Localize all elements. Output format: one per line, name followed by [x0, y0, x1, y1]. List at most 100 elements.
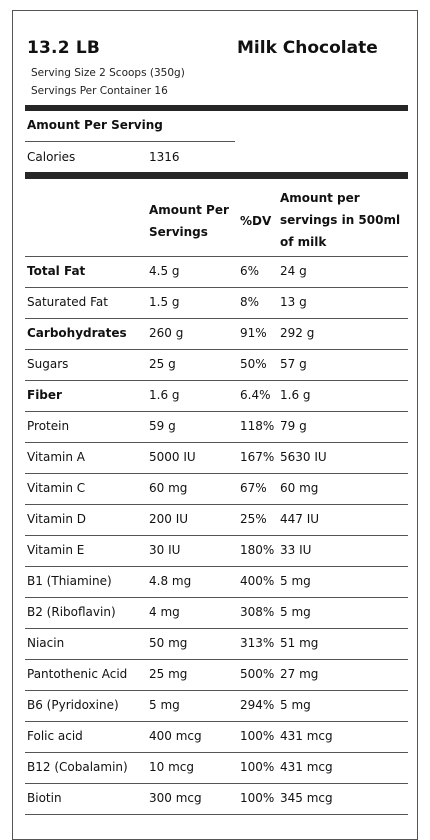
nutrient-amount: 300 mcg: [149, 791, 202, 805]
nutrient-milk-amount: 5 mg: [280, 698, 311, 712]
nutrient-name: Vitamin A: [27, 450, 85, 464]
table-row: Folic acid 400 mcg 100% 431 mcg: [25, 722, 408, 753]
nutrient-amount: 200 IU: [149, 512, 189, 526]
table-row: B2 (Riboflavin) 4 mg 308% 5 mg: [25, 598, 408, 629]
table-row: Carbohydrates 260 g 91% 292 g: [25, 319, 408, 350]
nutrient-milk-amount: 27 mg: [280, 667, 319, 681]
nutrient-milk-amount: 292 g: [280, 326, 315, 340]
nutrient-milk-amount: 5 mg: [280, 605, 311, 619]
table-row: Protein 59 g 118% 79 g: [25, 412, 408, 443]
nutrient-milk-amount: 1.6 g: [280, 388, 311, 402]
nutrient-name: Saturated Fat: [27, 295, 108, 309]
table-row: Total Fat 4.5 g 6% 24 g: [25, 257, 408, 288]
nutrient-milk-amount: 24 g: [280, 264, 307, 278]
product-flavor: Milk Chocolate: [237, 38, 378, 58]
nutrient-dv: 118%: [240, 419, 275, 433]
nutrient-milk-amount: 431 mcg: [280, 729, 333, 743]
thick-divider-top: [25, 105, 408, 111]
nutrient-dv: 308%: [240, 605, 275, 619]
calories-row: Calories 1316: [25, 142, 235, 172]
nutrient-dv: 167%: [240, 450, 275, 464]
nutrient-name: Pantothenic Acid: [27, 667, 128, 681]
servings-per-container: Servings Per Container 16: [31, 85, 168, 97]
nutrient-name: Niacin: [27, 636, 65, 650]
nutrient-milk-amount: 79 g: [280, 419, 307, 433]
table-row: B12 (Cobalamin) 10 mcg 100% 431 mcg: [25, 753, 408, 784]
table-row: Sugars 25 g 50% 57 g: [25, 350, 408, 381]
nutrient-amount: 59 g: [149, 419, 176, 433]
product-weight: 13.2 LB: [27, 38, 101, 58]
nutrient-milk-amount: 5 mg: [280, 574, 311, 588]
table-row: B1 (Thiamine) 4.8 mg 400% 5 mg: [25, 567, 408, 598]
nutrient-name: Vitamin C: [27, 481, 86, 495]
nutrient-milk-amount: 33 IU: [280, 543, 312, 557]
nutrient-name: Protein: [27, 419, 70, 433]
nutrient-dv: 180%: [240, 543, 275, 557]
nutrient-amount: 1.5 g: [149, 295, 180, 309]
nutrient-name: B6 (Pyridoxine): [27, 698, 119, 712]
table-row: Niacin 50 mg 313% 51 mg: [25, 629, 408, 660]
milk-amount-header: Amount per servings in 500ml of milk: [280, 187, 400, 253]
label-header: 13.2 LB Milk Chocolate Serving Size 2 Sc…: [25, 11, 408, 105]
nutrient-milk-amount: 5630 IU: [280, 450, 327, 464]
nutrient-name: Vitamin D: [27, 512, 87, 526]
nutrient-dv: 67%: [240, 481, 267, 495]
thick-divider-middle: [25, 172, 408, 179]
serving-size: Serving Size 2 Scoops (350g): [31, 67, 185, 79]
nutrient-milk-amount: 345 mcg: [280, 791, 333, 805]
nutrient-milk-amount: 60 mg: [280, 481, 319, 495]
amount-per-servings-header: Amount Per Servings: [149, 199, 229, 243]
table-row: Biotin 300 mcg 100% 345 mcg: [25, 784, 408, 815]
nutrient-name: Biotin: [27, 791, 62, 805]
table-row: Vitamin D 200 IU 25% 447 IU: [25, 505, 408, 536]
calories-label: Calories: [27, 150, 76, 164]
nutrient-name: Vitamin E: [27, 543, 85, 557]
nutrient-dv: 50%: [240, 357, 267, 371]
nutrient-dv: 100%: [240, 760, 275, 774]
milk-header-line-3: of milk: [280, 235, 327, 249]
amount-per-serving-label: Amount Per Serving: [27, 118, 163, 132]
nutrient-dv: 500%: [240, 667, 275, 681]
table-row: Pantothenic Acid 25 mg 500% 27 mg: [25, 660, 408, 691]
nutrient-amount: 60 mg: [149, 481, 188, 495]
nutrient-milk-amount: 431 mcg: [280, 760, 333, 774]
nutrient-dv: 6.4%: [240, 388, 271, 402]
column-header-row: Amount Per Servings %DV Amount per servi…: [25, 179, 408, 257]
nutrient-amount: 5 mg: [149, 698, 180, 712]
table-row: Vitamin A 5000 IU 167% 5630 IU: [25, 443, 408, 474]
milk-header-line-2: servings in 500ml: [280, 213, 401, 227]
nutrient-dv: 100%: [240, 729, 275, 743]
nutrient-rows: Total Fat 4.5 g 6% 24 g Saturated Fat 1.5 g 8…: [25, 257, 408, 815]
nutrient-milk-amount: 447 IU: [280, 512, 320, 526]
nutrient-name: Sugars: [27, 357, 69, 371]
nutrient-milk-amount: 51 mg: [280, 636, 319, 650]
nutrient-amount: 4.8 mg: [149, 574, 192, 588]
table-row: Vitamin E 30 IU 180% 33 IU: [25, 536, 408, 567]
nutrient-dv: 294%: [240, 698, 275, 712]
amount-header-line-1: Amount Per: [149, 203, 229, 217]
nutrient-amount: 4.5 g: [149, 264, 180, 278]
nutrient-amount: 25 g: [149, 357, 176, 371]
table-row: Saturated Fat 1.5 g 8% 13 g: [25, 288, 408, 319]
nutrient-dv: 91%: [240, 326, 267, 340]
nutrient-name: Folic acid: [27, 729, 83, 743]
nutrient-name: Fiber: [27, 388, 62, 402]
amount-per-serving-row: Amount Per Serving: [25, 111, 235, 142]
nutrient-dv: 313%: [240, 636, 275, 650]
nutrient-amount: 260 g: [149, 326, 184, 340]
amount-header-line-2: Servings: [149, 225, 208, 239]
nutrient-dv: 100%: [240, 791, 275, 805]
nutrient-dv: 8%: [240, 295, 260, 309]
nutrient-name: Total Fat: [27, 264, 86, 278]
nutrient-dv: 25%: [240, 512, 267, 526]
nutrition-facts-panel: 13.2 LB Milk Chocolate Serving Size 2 Sc…: [12, 10, 418, 840]
milk-header-line-1: Amount per: [280, 191, 360, 205]
nutrient-name: B1 (Thiamine): [27, 574, 112, 588]
nutrient-amount: 5000 IU: [149, 450, 196, 464]
calories-value: 1316: [149, 150, 180, 164]
table-row: Fiber 1.6 g 6.4% 1.6 g: [25, 381, 408, 412]
nutrient-amount: 10 mcg: [149, 760, 194, 774]
nutrient-amount: 25 mg: [149, 667, 188, 681]
nutrition-facts-content: 13.2 LB Milk Chocolate Serving Size 2 Sc…: [25, 11, 408, 815]
nutrient-dv: 6%: [240, 264, 260, 278]
